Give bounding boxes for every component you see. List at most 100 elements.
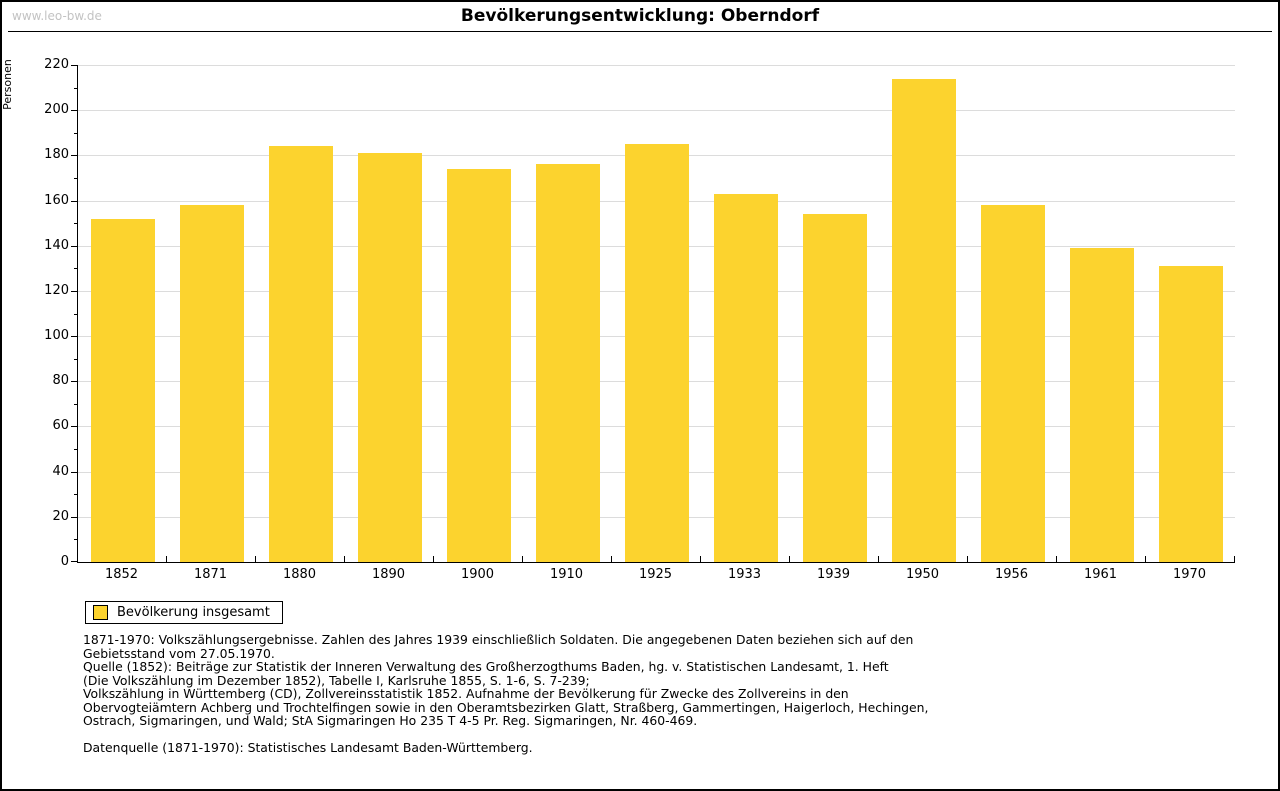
bar-slot [790,65,879,562]
y-minor-tick [74,268,78,270]
bar-slot [256,65,345,562]
bar-1933 [713,193,778,562]
y-tick-label: 80 [52,373,69,389]
gridline [78,110,1235,112]
bar-1961 [1069,248,1134,562]
bar-1890 [357,153,422,562]
y-major-tick [71,155,78,157]
y-minor-tick [74,403,78,405]
y-minor-tick [74,87,78,89]
bar-slot [1146,65,1235,562]
x-tick-label: 1871 [193,567,228,582]
bar-1880 [268,146,333,562]
footnote-line: Gebietsstand vom 27.05.1970. [83,645,275,661]
x-tick-label: 1933 [727,567,762,582]
x-tick-label: 1961 [1083,567,1118,582]
y-minor-tick [74,449,78,451]
bar-slot [78,65,167,562]
bar-1939 [802,214,867,562]
bar-1956 [980,205,1045,562]
page-title: Bevölkerungsentwicklung: Oberndorf [460,6,820,26]
bar-1970 [1158,266,1223,562]
footnote-line: (Die Volkszählung im Dezember 1852), Tab… [83,672,590,688]
plot-area [71,65,1235,563]
x-tick-label: 1910 [549,567,584,582]
x-boundary-tick [789,556,790,562]
x-boundary-tick [344,556,345,562]
bar-slot [612,65,701,562]
header-divider [8,31,1272,32]
x-boundary-tick [1145,556,1146,562]
x-tick-label: 1939 [816,567,851,582]
y-major-tick [71,516,78,518]
bar-series [78,65,1235,562]
y-tick-label: 100 [44,328,69,344]
y-major-tick [71,336,78,338]
bar-1852 [90,218,155,562]
legend-swatch-icon [93,605,108,620]
y-tick-label: 0 [60,554,69,569]
y-tick-label: 220 [44,57,69,72]
bar-slot [345,65,434,562]
x-tick-label: 1925 [638,567,673,582]
bar-slot [701,65,790,562]
x-boundary-tick [1234,556,1235,562]
footnote-line: Obervogteiämtern Achberg und Trochtelfin… [83,699,929,715]
bar-slot [1057,65,1146,562]
gridline [78,65,1235,66]
x-boundary-tick [1056,556,1057,562]
y-major-tick [71,245,78,247]
y-minor-tick [74,313,78,315]
footnotes: 1871-1970: Volkszählungsergebnisse. Zahl… [83,633,1223,728]
x-axis-tick-labels: 1852 1871 1880 1890 1900 1910 1925 1933 1939 1950… [77,567,1234,582]
x-boundary-tick [878,556,879,562]
bar-slot [523,65,612,562]
x-boundary-tick [522,556,523,562]
x-tick-label: 1950 [905,567,940,582]
y-axis-title: Personen [0,59,14,110]
footnote-line: 1871-1970: Volkszählungsergebnisse. Zahl… [83,632,914,647]
legend-label: Bevölkerung insgesamt [117,605,270,620]
y-major-tick [71,290,78,292]
x-tick-label: 1890 [371,567,406,582]
x-tick-label: 1880 [282,567,317,582]
x-tick-label: 1900 [460,567,495,582]
y-minor-tick [74,177,78,179]
y-major-tick [71,65,78,66]
y-tick-label: 140 [44,237,69,253]
x-boundary-tick [967,556,968,562]
y-major-tick [71,381,78,383]
bar-1950 [891,78,956,562]
y-major-tick [71,471,78,473]
bar-slot [968,65,1057,562]
y-major-tick [71,561,78,562]
x-tick-label: 1970 [1172,567,1207,582]
y-minor-tick [74,494,78,496]
x-tick-label: 1956 [994,567,1029,582]
bar-1910 [535,164,600,562]
y-major-tick [71,200,78,202]
footnote-line: Ostrach, Sigmaringen, und Wald; StA Sigm… [83,713,698,728]
y-tick-label: 160 [44,192,69,208]
y-tick-label: 120 [44,282,69,298]
bar-slot [879,65,968,562]
bar-slot [167,65,256,562]
x-boundary-tick [611,556,612,562]
bar-1900 [446,168,511,562]
y-major-tick [71,426,78,428]
footnote-line: Quelle (1852): Beiträge zur Statistik de… [83,659,889,674]
x-boundary-tick [166,556,167,562]
x-boundary-tick [255,556,256,562]
x-boundary-tick [700,556,701,562]
y-tick-label: 40 [52,463,69,479]
x-boundary-tick [433,556,434,562]
x-tick-label: 1852 [104,567,139,582]
y-tick-label: 180 [44,147,69,163]
y-tick-label: 20 [52,508,69,524]
legend: Bevölkerung insgesamt [85,601,283,624]
watermark: www.leo-bw.de [12,9,102,23]
y-major-tick [71,110,78,112]
y-minor-tick [74,223,78,225]
datasource-note: Datenquelle (1871-1970): Statistisches L… [83,740,533,755]
